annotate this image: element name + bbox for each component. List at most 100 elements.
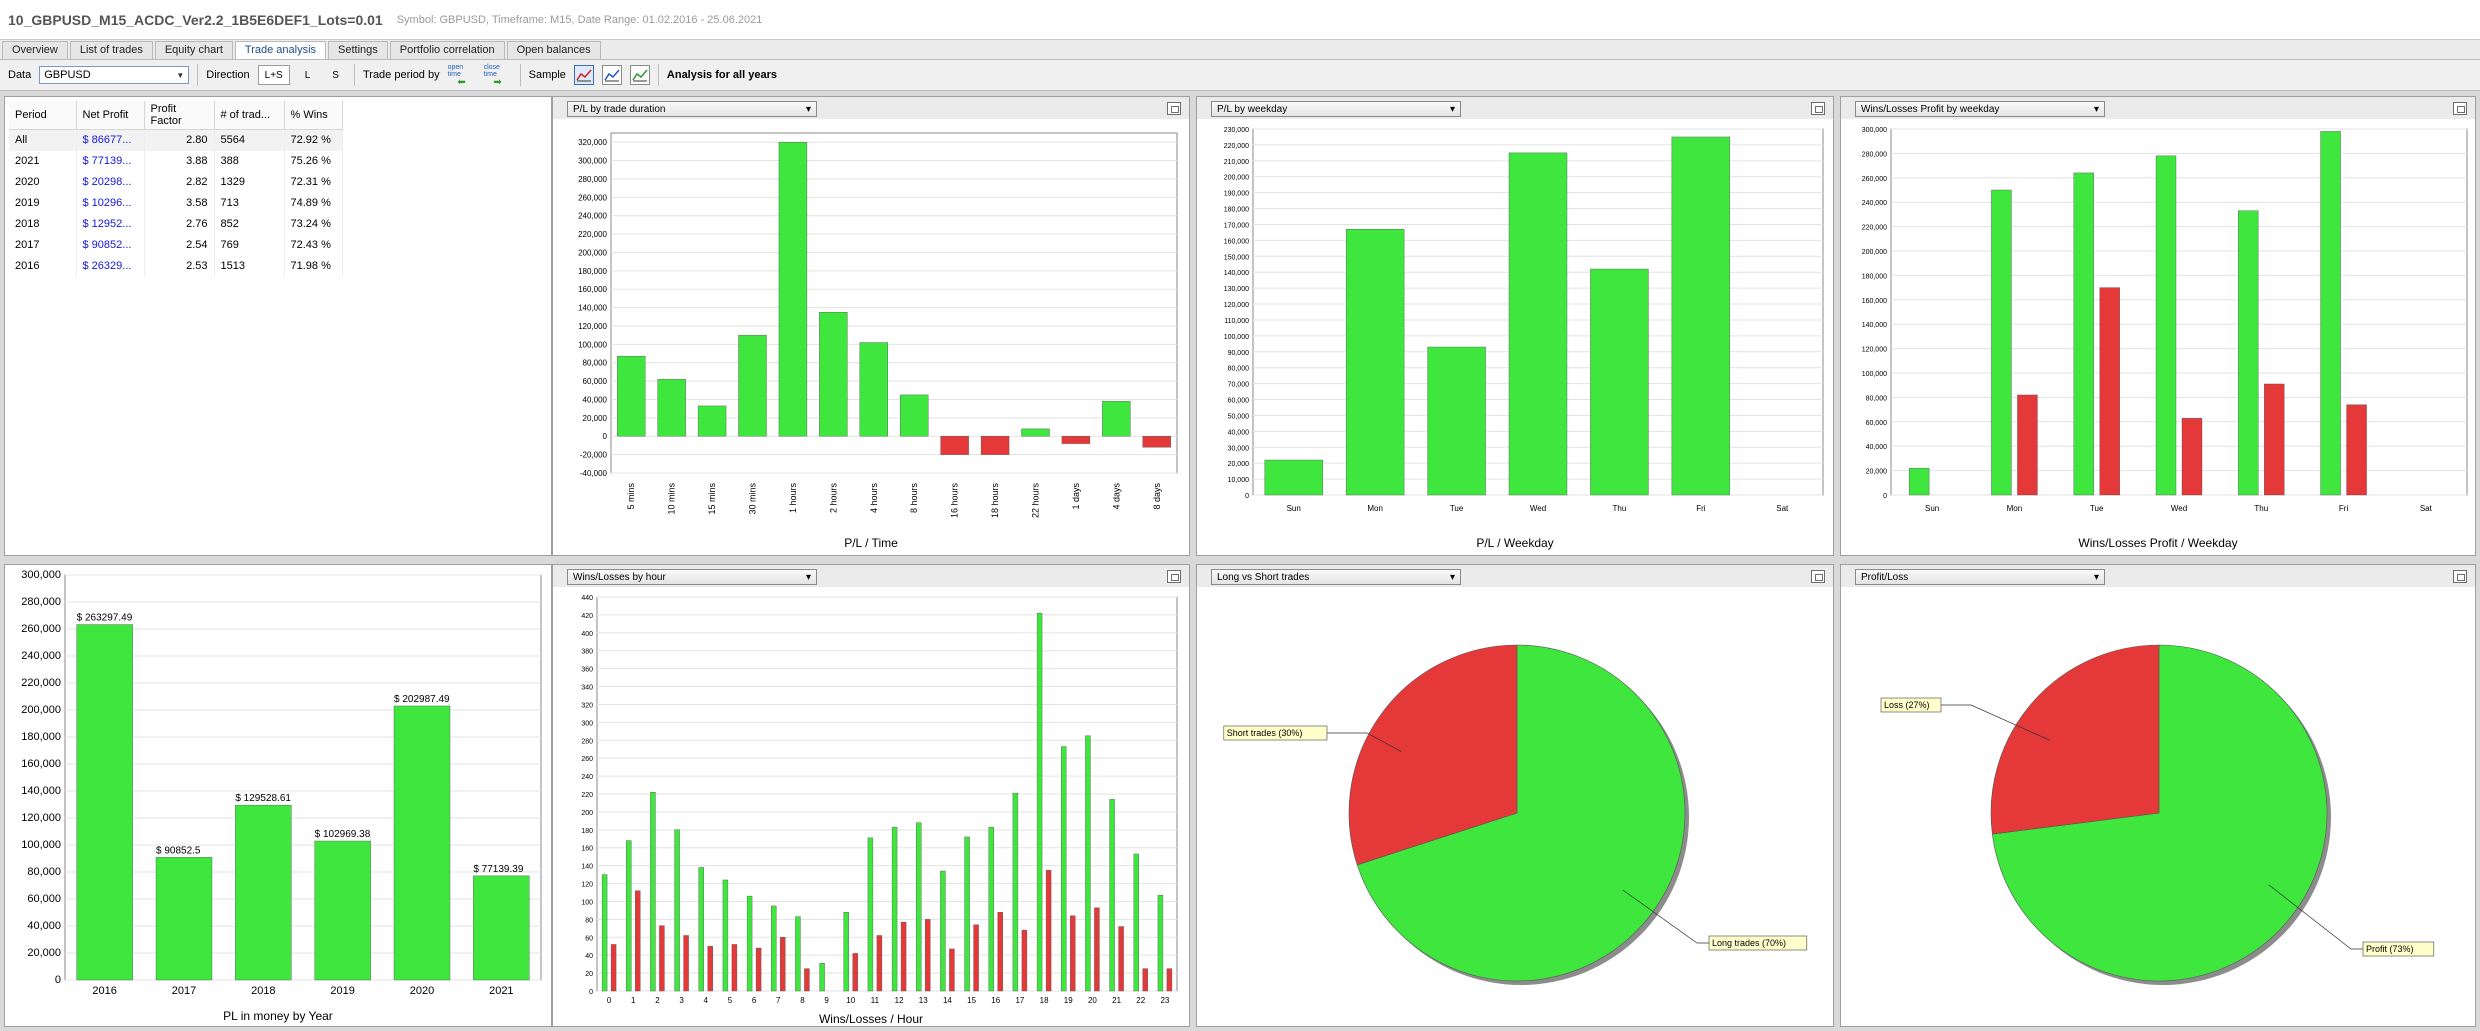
tab-list-of-trades[interactable]: List of trades bbox=[69, 41, 153, 59]
period-cell: 2019 bbox=[9, 192, 77, 214]
maximize-icon[interactable] bbox=[1811, 102, 1825, 115]
maximize-icon[interactable] bbox=[2453, 102, 2467, 115]
chevron-down-icon: ▼ bbox=[176, 70, 185, 80]
direction-long-button[interactable]: L bbox=[304, 69, 311, 81]
bar-loss bbox=[2346, 404, 2367, 496]
bar-loss bbox=[1142, 968, 1148, 992]
maximize-icon[interactable] bbox=[2453, 570, 2467, 583]
trades-cell: 769 bbox=[214, 234, 285, 256]
period-cell: 2020 bbox=[9, 171, 77, 193]
net-profit-cell[interactable]: $ 86677... bbox=[76, 129, 145, 151]
x-tick-label: Mon bbox=[2007, 504, 2023, 513]
data-label: $ 263297.49 bbox=[77, 613, 133, 624]
net-profit-cell[interactable]: $ 12952... bbox=[76, 213, 145, 235]
table-row[interactable]: All $ 86677... 2.80 5564 72.92 % bbox=[9, 129, 343, 151]
trades-cell: 5564 bbox=[214, 129, 285, 151]
tab-overview[interactable]: Overview bbox=[2, 41, 68, 59]
close-time-button[interactable]: close time ➡ bbox=[483, 63, 512, 88]
table-row[interactable]: 2020 $ 20298... 2.82 1329 72.31 % bbox=[9, 171, 343, 193]
column-header[interactable]: Profit Factor bbox=[144, 101, 215, 130]
y-tick-label: 200,000 bbox=[1224, 175, 1249, 182]
bar-loss bbox=[2181, 417, 2203, 496]
net-profit-cell[interactable]: $ 77139... bbox=[76, 150, 145, 172]
data-select[interactable]: GBPUSD ▼ bbox=[39, 66, 190, 84]
chart-type-select[interactable]: Long vs Short trades ▾ bbox=[1211, 569, 1461, 585]
bar-loss bbox=[610, 944, 617, 992]
hour-chart-panel: Wins/Losses by hour ▾ 440 420 400 380 360 340 3… bbox=[552, 564, 1190, 1027]
chart-type-select[interactable]: P/L by trade duration ▾ bbox=[567, 101, 817, 117]
y-tick-label: 20,000 bbox=[27, 947, 61, 959]
longshort-svg: Long trades (70%) Short trades (30%) bbox=[1223, 644, 1808, 985]
year-chart: 300,000 280,000 260,000 240,000 220,000 200,0… bbox=[5, 565, 551, 1026]
y-tick-label: 50,000 bbox=[1228, 413, 1250, 420]
direction-both-button[interactable]: L+S bbox=[257, 65, 290, 85]
plot-frame bbox=[1890, 128, 2468, 496]
table-row[interactable]: 2019 $ 10296... 3.58 713 74.89 % bbox=[9, 192, 343, 214]
y-tick-label: 260,000 bbox=[578, 193, 607, 202]
open-time-button[interactable]: open time ⬅ bbox=[448, 64, 476, 88]
chart-type-select[interactable]: P/L by weekday ▾ bbox=[1211, 101, 1461, 117]
y-tick-label: 40 bbox=[585, 953, 593, 960]
table-header-row: Period Net Profit Profit Factor # of tra… bbox=[9, 101, 343, 130]
chart-type-select[interactable]: Wins/Losses Profit by weekday ▾ bbox=[1855, 101, 2105, 117]
tab-trade-analysis[interactable]: Trade analysis bbox=[234, 41, 327, 59]
y-tick-label: 240,000 bbox=[21, 650, 61, 662]
y-tick-label: 280 bbox=[581, 738, 593, 745]
y-tick-label: 240,000 bbox=[1862, 200, 1887, 207]
table-row[interactable]: 2018 $ 12952... 2.76 852 73.24 % bbox=[9, 213, 343, 235]
maximize-icon[interactable] bbox=[1167, 570, 1181, 583]
label-leader-line bbox=[1327, 732, 1402, 752]
stats-table-panel: Period Net Profit Profit Factor # of tra… bbox=[4, 96, 552, 556]
net-profit-cell[interactable]: $ 10296... bbox=[76, 192, 145, 214]
x-tick-label: 7 bbox=[776, 996, 781, 1005]
sample-in-out-button[interactable] bbox=[573, 65, 594, 85]
table-row[interactable]: 2016 $ 26329... 2.53 1513 71.98 % bbox=[9, 255, 343, 277]
chart-type-select[interactable]: Profit/Loss ▾ bbox=[1855, 569, 2105, 585]
sample-out-button[interactable] bbox=[629, 65, 650, 85]
sample-in-button[interactable] bbox=[601, 65, 622, 85]
chart-sample-icon bbox=[632, 69, 648, 82]
y-tick-label: 120,000 bbox=[1224, 302, 1249, 309]
table-row[interactable]: 2021 $ 77139... 3.88 388 75.26 % bbox=[9, 150, 343, 172]
wins-cell: 72.43 % bbox=[284, 234, 343, 256]
net-profit-cell[interactable]: $ 26329... bbox=[76, 255, 145, 277]
column-header[interactable]: # of trad... bbox=[214, 101, 285, 130]
maximize-icon[interactable] bbox=[1167, 102, 1181, 115]
tab-settings[interactable]: Settings bbox=[328, 41, 388, 59]
tab-open-balances[interactable]: Open balances bbox=[506, 41, 601, 59]
column-header[interactable]: Period bbox=[9, 101, 77, 130]
data-label: $ 202987.49 bbox=[394, 694, 450, 705]
bar-loss bbox=[1045, 869, 1052, 992]
tab-portfolio-correlation[interactable]: Portfolio correlation bbox=[389, 41, 505, 59]
direction-short-button[interactable]: S bbox=[332, 69, 339, 81]
x-tick-label: Sun bbox=[1925, 504, 1939, 513]
bar-win bbox=[964, 836, 970, 992]
bar-win bbox=[617, 356, 646, 437]
y-tick-label: 60,000 bbox=[1228, 398, 1250, 405]
bar-loss bbox=[852, 953, 858, 992]
column-header[interactable]: Net Profit bbox=[76, 101, 145, 130]
y-tick-label: 160,000 bbox=[1224, 238, 1249, 245]
x-tick-label: 3 bbox=[679, 996, 684, 1005]
y-tick-label: 200 bbox=[581, 810, 593, 817]
chart-type-select[interactable]: Wins/Losses by hour ▾ bbox=[567, 569, 817, 585]
y-tick-label: 300,000 bbox=[21, 569, 61, 581]
table-row[interactable]: 2017 $ 90852... 2.54 769 72.43 % bbox=[9, 234, 343, 256]
x-tick-label: 15 mins bbox=[707, 483, 717, 515]
tab-equity-chart[interactable]: Equity chart bbox=[154, 41, 233, 59]
x-tick-label: 1 days bbox=[1071, 483, 1081, 510]
toolbar-divider bbox=[657, 64, 659, 86]
y-tick-label: 180,000 bbox=[21, 731, 61, 743]
column-header[interactable]: % Wins bbox=[284, 101, 343, 130]
maximize-icon[interactable] bbox=[1811, 570, 1825, 583]
close-time-label: close time bbox=[483, 63, 500, 78]
net-profit-cell[interactable]: $ 90852... bbox=[76, 234, 145, 256]
weekday-chart-panel: P/L by weekday ▾ 230,000 220,000 210,000 200… bbox=[1196, 96, 1834, 556]
pie-label-box bbox=[1708, 935, 1808, 951]
y-tick-label: 100,000 bbox=[1862, 371, 1887, 378]
direction-label: Direction bbox=[206, 69, 250, 81]
net-profit-cell[interactable]: $ 20298... bbox=[76, 171, 145, 193]
profit-factor-cell: 3.58 bbox=[144, 192, 215, 214]
bar-win bbox=[738, 334, 767, 437]
wins-cell: 71.98 % bbox=[284, 255, 343, 277]
